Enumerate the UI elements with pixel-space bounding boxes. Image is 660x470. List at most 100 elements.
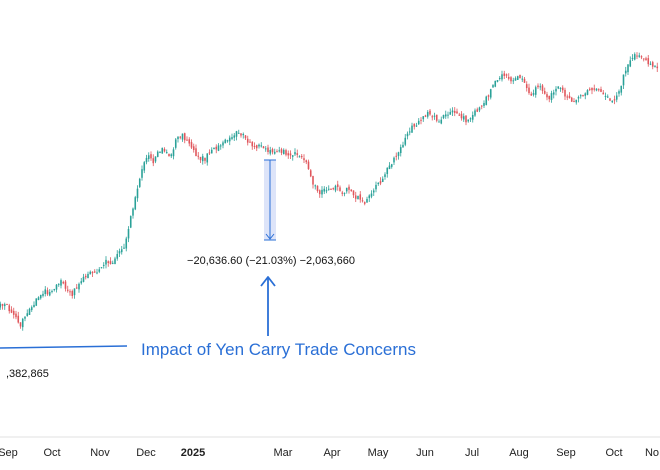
candle-body — [586, 90, 589, 95]
candle-body — [341, 192, 344, 194]
candle-body — [336, 184, 339, 187]
x-tick-label: Oct — [43, 447, 60, 459]
candle-body — [269, 150, 272, 154]
candle-body — [35, 298, 38, 306]
candle-body — [44, 289, 47, 294]
candle-body — [485, 96, 488, 105]
candle-body — [609, 98, 611, 101]
candle-body — [575, 99, 578, 103]
candle-body — [89, 271, 92, 275]
candle-body — [361, 200, 364, 202]
candle-body — [496, 80, 499, 82]
candle-body — [127, 228, 130, 239]
candle-body — [260, 145, 263, 147]
candle-body — [255, 145, 258, 149]
annotation-horizontal-line — [0, 345, 128, 349]
candle-body — [476, 109, 479, 112]
candle-body — [154, 156, 157, 162]
candle-body — [458, 114, 461, 116]
candle-body — [120, 249, 123, 253]
candle-body — [285, 150, 287, 155]
candle-body — [21, 318, 24, 328]
candle-body — [66, 289, 69, 291]
candle-body — [631, 57, 634, 59]
candle-body — [208, 152, 211, 154]
candle-body — [550, 93, 553, 100]
candle-body — [411, 125, 413, 133]
candle-body — [521, 78, 524, 80]
candle-body — [291, 155, 294, 157]
candle-body — [64, 281, 67, 289]
candle-body — [30, 307, 33, 311]
candle-body — [42, 293, 44, 296]
annotation-label: Impact of Yen Carry Trade Concerns — [141, 340, 416, 359]
candle-body — [163, 148, 166, 152]
candle-body — [134, 197, 137, 210]
candle-body — [447, 114, 449, 116]
candle-body — [453, 110, 456, 113]
candle-body — [93, 271, 96, 273]
x-tick-label: Dec — [136, 447, 156, 459]
candle-body — [615, 95, 618, 100]
candle-body — [210, 149, 213, 154]
candle-body — [449, 112, 452, 115]
candle-body — [1, 303, 4, 306]
candle-body — [0, 303, 2, 308]
candle-body — [37, 297, 40, 301]
candle-body — [393, 157, 395, 163]
candle-body — [570, 97, 573, 102]
candle-body — [19, 322, 22, 327]
candle-body — [591, 87, 593, 91]
candle-body — [530, 93, 533, 96]
candle-body — [593, 88, 596, 90]
x-tick-label: May — [368, 447, 389, 459]
candle-body — [147, 155, 150, 159]
candle-body — [17, 315, 20, 323]
candle-body — [33, 304, 35, 308]
x-tick-label: Apr — [323, 447, 340, 459]
candle-body — [231, 137, 233, 139]
candle-body — [613, 99, 616, 101]
candle-body — [375, 184, 377, 190]
candle-body — [10, 309, 13, 313]
candle-body — [629, 60, 632, 67]
candle-body — [514, 78, 517, 81]
candle-body — [600, 89, 602, 92]
candle-body — [321, 189, 323, 195]
candle-body — [525, 84, 528, 89]
candle-body — [91, 271, 94, 274]
candle-body — [366, 198, 368, 203]
candle-body — [8, 305, 11, 312]
candle-body — [206, 153, 209, 163]
candle-body — [165, 152, 168, 154]
candle-body — [498, 77, 501, 79]
candle-body — [543, 90, 546, 94]
candle-body — [415, 125, 418, 127]
candle-body — [417, 120, 420, 125]
candle-body — [568, 95, 571, 99]
candle-body — [627, 64, 629, 73]
candle-body — [645, 58, 647, 61]
candle-body — [636, 55, 638, 57]
candle-body — [217, 145, 220, 151]
candle-body — [136, 188, 139, 199]
candle-body — [82, 276, 85, 282]
candle-body — [125, 238, 128, 249]
candle-body — [602, 92, 605, 95]
candle-body — [350, 189, 353, 192]
candle-body — [84, 275, 87, 278]
candle-body — [334, 185, 337, 191]
candle-body — [420, 119, 422, 121]
candle-body — [181, 133, 184, 140]
x-tick-label: Sep — [556, 447, 576, 459]
candle-body — [467, 119, 470, 122]
candle-body — [413, 123, 416, 127]
candle-body — [246, 138, 249, 143]
candle-body — [465, 115, 467, 123]
candle-body — [480, 105, 483, 107]
candle-body — [647, 58, 650, 65]
candle-body — [62, 282, 65, 284]
candle-body — [532, 93, 535, 95]
